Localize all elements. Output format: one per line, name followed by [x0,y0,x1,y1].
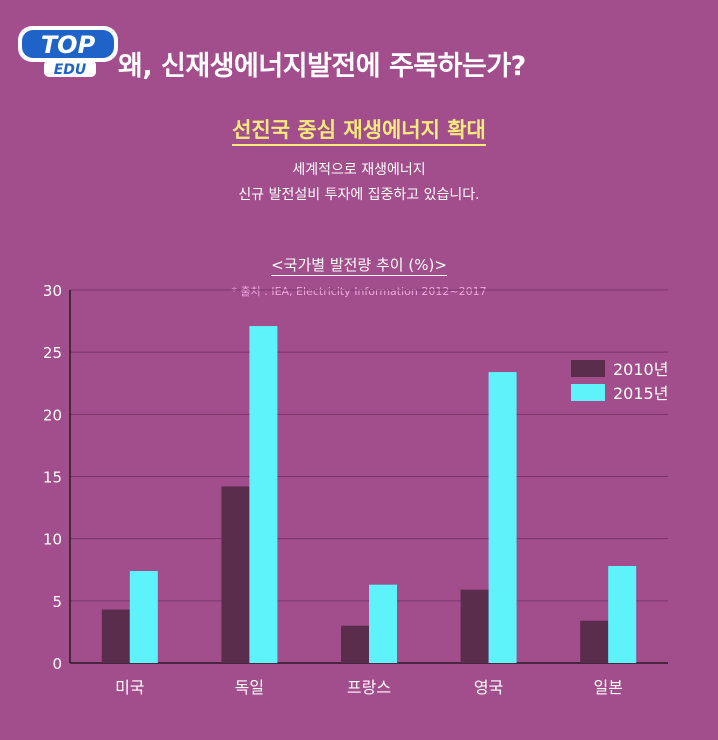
subtitle: 선진국 중심 재생에너지 확대 [0,114,718,146]
logo-edu-text: EDU [54,62,87,78]
y-tick-label: 5 [52,593,62,611]
x-category-label: 영국 [474,678,503,697]
x-category-label: 미국 [115,678,144,697]
x-category-label: 프랑스 [347,678,391,697]
chart-title-text: <국가별 발전량 추이 (%)> [271,256,447,276]
y-tick-label: 0 [52,655,62,673]
bar-2015 [249,326,278,663]
bar-2010 [580,620,609,663]
description-line-1: 세계적으로 재생에너지 [292,162,426,178]
legend-swatch [571,384,605,401]
subtitle-text: 선진국 중심 재생에너지 확대 [232,118,486,146]
legend-label: 2010년 [613,360,668,379]
logo-top-text: TOP [41,31,96,59]
description: 세계적으로 재생에너지 신규 발전설비 투자에 집중하고 있습니다. [0,158,718,208]
headline: 왜, 신재생에너지발전에 주목하는가? [118,51,526,82]
y-tick-label: 15 [43,469,62,487]
legend-label: 2015년 [613,384,668,403]
legend-swatch [571,360,605,377]
top-edu-logo: TOP EDU [18,26,118,78]
bar-2010 [221,486,250,663]
y-tick-label: 10 [43,531,62,549]
y-tick-label: 30 [43,282,62,300]
bar-2015 [608,566,637,663]
bar-2015 [488,372,517,663]
bar-2015 [129,570,158,663]
bar-2015 [369,584,397,663]
x-category-label: 독일 [235,678,264,697]
y-tick-label: 25 [43,344,62,362]
x-category-label: 일본 [593,678,622,697]
description-line-2: 신규 발전설비 투자에 집중하고 있습니다. [238,187,480,203]
y-tick-label: 20 [43,406,62,424]
bar-2010 [341,625,369,663]
chart-title: <국가별 발전량 추이 (%)> [0,254,718,276]
chart-source: * 출처 : IEA, Electricity Information 2012… [231,285,487,298]
bar-2010 [101,609,130,663]
bar-2010 [460,589,489,663]
